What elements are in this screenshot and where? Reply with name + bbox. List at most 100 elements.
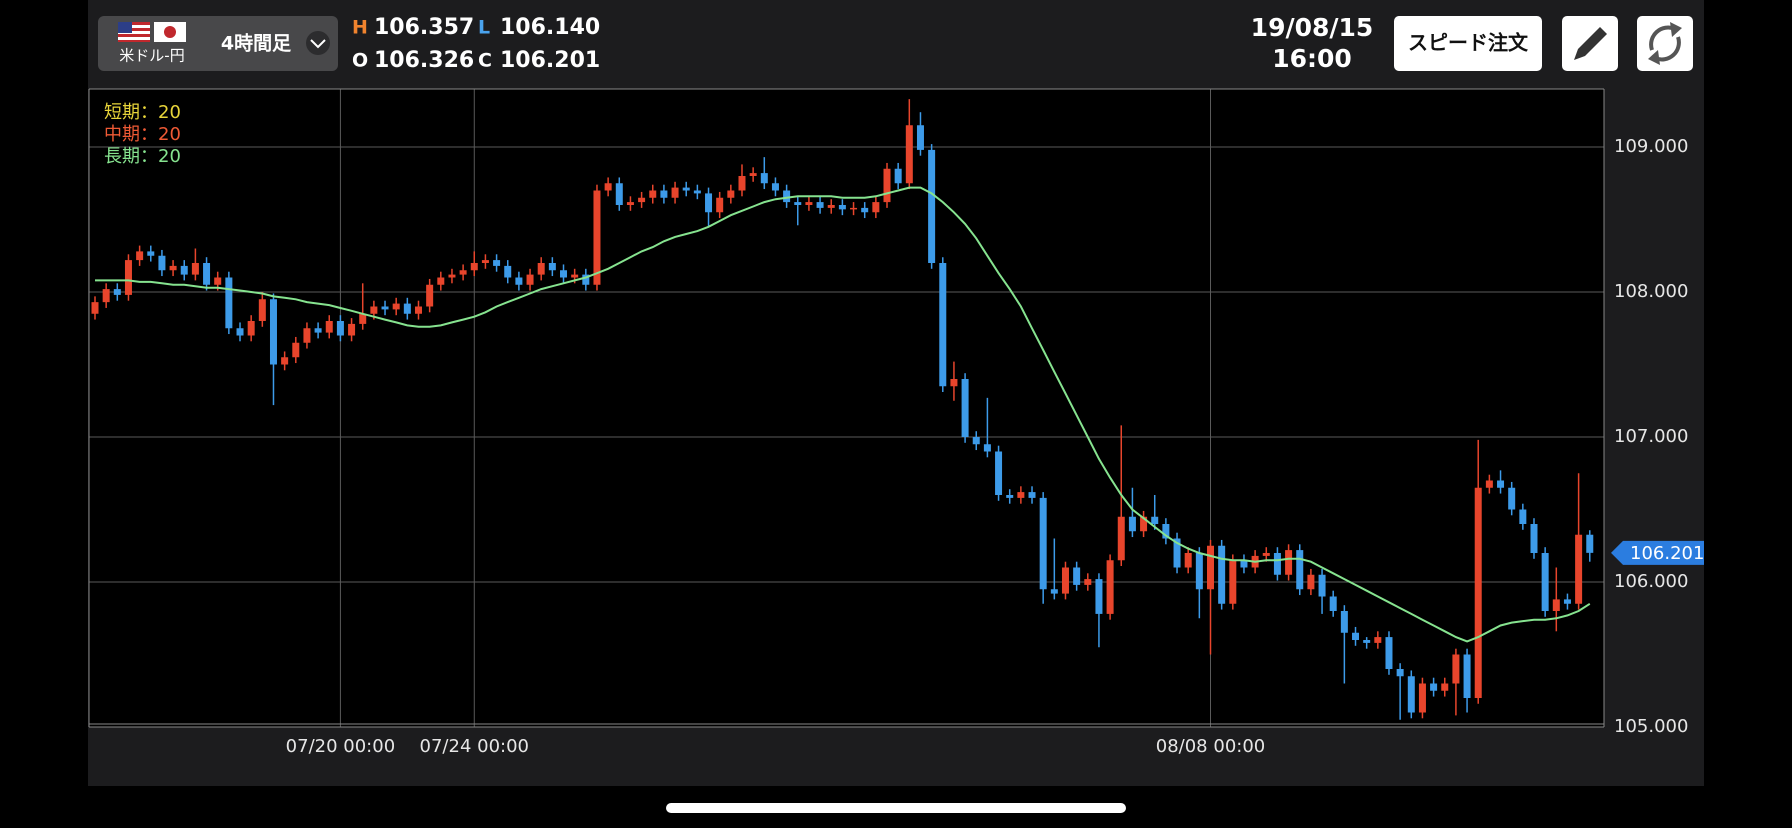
- candle-body: [1050, 589, 1058, 594]
- date: 19/08/15: [1251, 13, 1374, 42]
- candle-body: [1184, 553, 1192, 568]
- candle-body: [716, 197, 724, 213]
- candle-body: [1586, 534, 1594, 553]
- candle-body: [928, 149, 936, 263]
- candle-body: [950, 379, 958, 387]
- candle-body: [1285, 550, 1293, 575]
- candle-body: [504, 265, 512, 278]
- candle-body: [370, 306, 378, 314]
- candle-body: [1430, 683, 1438, 691]
- candle-body: [1563, 599, 1571, 604]
- candle-body: [147, 251, 155, 256]
- candle-body: [214, 277, 222, 285]
- candle-body: [816, 202, 824, 208]
- jp-flag: [154, 22, 186, 42]
- candle-body: [91, 302, 99, 314]
- indicator-legend: 長期：20: [104, 146, 181, 167]
- y-tick-label: 106.000: [1614, 571, 1688, 592]
- candle-body: [883, 168, 891, 203]
- low-value: 106.140: [500, 15, 600, 40]
- button-label[interactable]: スピード注文: [1408, 31, 1529, 55]
- candle-body: [582, 274, 590, 285]
- y-tick-label: 109.000: [1614, 136, 1688, 157]
- candle-body: [1240, 560, 1248, 568]
- candle-body: [1140, 516, 1148, 532]
- candle-body: [1575, 534, 1583, 604]
- candle-body: [1229, 560, 1237, 604]
- candle-body: [1262, 553, 1270, 556]
- candle-body: [660, 190, 668, 198]
- candle-body: [1374, 637, 1382, 643]
- candle-body: [336, 321, 344, 336]
- chevron: [310, 39, 326, 49]
- candle-body: [1173, 538, 1181, 568]
- candle-body: [203, 263, 211, 285]
- pair-selector[interactable]: 米ドル-円 4時間足: [98, 16, 338, 71]
- candle-body: [225, 277, 233, 329]
- candle-body: [1151, 516, 1159, 524]
- candle-body: [1073, 567, 1081, 585]
- button-bg[interactable]: [1637, 16, 1693, 71]
- high-key: H: [352, 17, 368, 39]
- candle-body: [693, 190, 701, 194]
- y-tick-label: 105.000: [1614, 716, 1688, 737]
- candle-body: [359, 313, 367, 324]
- y-tick-label: 108.000: [1614, 281, 1688, 302]
- speed-order-button[interactable]: スピード注文: [1394, 16, 1542, 71]
- candle-body: [1418, 683, 1426, 713]
- candle-body: [448, 274, 456, 278]
- candle-body: [682, 187, 690, 191]
- candle-body: [727, 190, 735, 198]
- draw-button[interactable]: [1562, 16, 1618, 71]
- open-key: O: [352, 50, 368, 72]
- candle-body: [1463, 654, 1471, 698]
- candle-body: [1385, 637, 1393, 669]
- candle-body: [191, 263, 199, 275]
- plot-area: [89, 89, 1604, 727]
- candle-body: [1296, 550, 1304, 590]
- candle-body: [593, 190, 601, 285]
- candle-body: [247, 321, 255, 336]
- candle-body: [1006, 495, 1014, 498]
- candle-body: [894, 168, 902, 184]
- candle-body: [705, 193, 713, 213]
- dropdown-icon: [306, 31, 330, 55]
- candle-body: [671, 187, 679, 198]
- candle-body: [1084, 579, 1092, 585]
- candle-body: [749, 173, 757, 176]
- candle-body: [392, 303, 400, 310]
- timeframe: 4時間足: [221, 33, 292, 55]
- refresh-button[interactable]: [1637, 16, 1693, 71]
- high-value: 106.357: [374, 15, 474, 40]
- candle-body: [872, 202, 880, 213]
- candle-body: [571, 274, 579, 278]
- candle-body: [426, 284, 434, 307]
- candle-body: [481, 260, 489, 263]
- x-tick-label: 07/24 00:00: [420, 736, 529, 757]
- y-tick-label: 107.000: [1614, 426, 1688, 447]
- candle-body: [493, 260, 501, 266]
- candle-body: [838, 205, 846, 210]
- indicator-legend: 短期：20: [104, 102, 181, 123]
- indicator-legend: 中期：20: [104, 124, 181, 145]
- pair-name: 米ドル-円: [119, 47, 184, 65]
- candle-body: [604, 183, 612, 191]
- home-indicator: [666, 803, 1126, 813]
- x-tick-label: 08/08 00:00: [1156, 736, 1265, 757]
- candle-body: [537, 263, 545, 275]
- low-key: L: [478, 17, 490, 39]
- candle-body: [1497, 480, 1505, 488]
- candle-body: [414, 306, 422, 314]
- candle-body: [325, 321, 333, 333]
- candle-body: [905, 125, 913, 184]
- candle-body: [827, 205, 835, 208]
- candle-body: [1485, 480, 1493, 488]
- candle-body: [615, 183, 623, 205]
- candle-body: [136, 251, 144, 261]
- candle-body: [1441, 683, 1449, 691]
- candle-body: [783, 190, 791, 203]
- button-bg[interactable]: [1394, 16, 1542, 71]
- candle-body: [169, 265, 177, 271]
- candle-body: [983, 444, 991, 452]
